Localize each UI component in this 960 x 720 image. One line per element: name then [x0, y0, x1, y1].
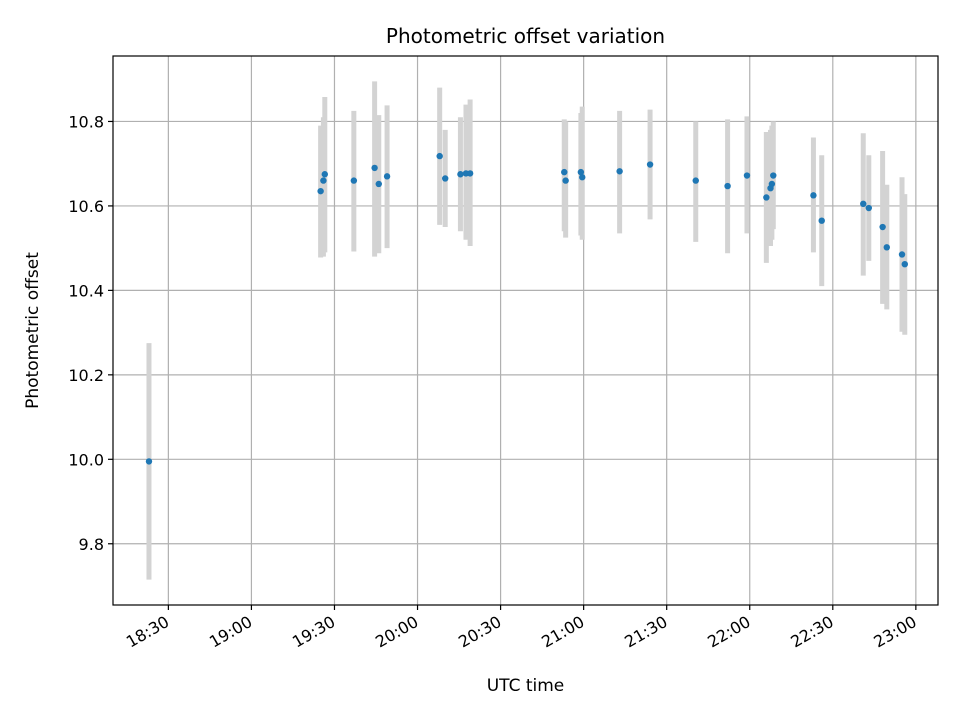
data-point: [865, 204, 872, 212]
data-point: [577, 168, 585, 176]
data-point: [692, 177, 699, 184]
data-point: [879, 223, 886, 231]
data-point: [646, 161, 654, 168]
x-tick-label: 19:30: [289, 612, 338, 652]
x-axis-title: UTC time: [487, 676, 565, 696]
y-tick-label: 10.2: [68, 366, 104, 385]
x-tick-label: 22:00: [704, 612, 753, 652]
chart-title: Photometric offset variation: [386, 24, 665, 48]
data-point: [770, 172, 777, 179]
data-point: [579, 174, 586, 181]
x-tick-label: 18:30: [123, 612, 172, 652]
data-point: [375, 180, 382, 188]
data-point: [457, 171, 464, 178]
data-point: [383, 173, 391, 180]
data-point: [743, 172, 751, 179]
data-point: [466, 170, 474, 177]
y-tick-label: 10.4: [68, 281, 104, 300]
x-tick-label: 20:30: [455, 612, 504, 652]
x-tick-label: 22:30: [787, 612, 836, 652]
data-point: [320, 177, 327, 184]
x-tick-label: 21:30: [621, 612, 670, 652]
y-tick-label: 10.8: [68, 112, 104, 131]
error-bars: [146, 81, 908, 580]
x-axis-ticks: 18:30 19:00 19:30 20:00 20:30 21:00 21:30 22:00…: [123, 605, 920, 652]
data-point: [898, 251, 906, 258]
data-point: [562, 177, 569, 184]
y-tick-label: 10.6: [68, 197, 104, 216]
y-tick-label: 10.0: [68, 450, 104, 469]
data-points: [145, 152, 908, 465]
y-axis-title: Photometric offset: [23, 252, 43, 409]
data-point: [436, 152, 443, 160]
data-point: [724, 182, 731, 190]
data-point: [561, 168, 568, 176]
data-point: [371, 164, 378, 172]
data-point: [860, 200, 867, 208]
data-point: [616, 168, 623, 175]
data-point: [768, 180, 776, 188]
x-tick-label: 23:00: [870, 612, 919, 652]
data-point: [317, 187, 324, 195]
x-tick-label: 19:00: [206, 612, 255, 652]
x-tick-label: 20:00: [372, 612, 421, 652]
x-tick-label: 21:00: [538, 612, 587, 652]
y-tick-label: 9.8: [79, 535, 104, 554]
data-point: [810, 192, 817, 199]
data-point: [763, 194, 770, 201]
data-point: [883, 244, 890, 251]
plot-frame: [112, 55, 939, 606]
data-point: [901, 260, 908, 268]
data-point: [442, 175, 449, 182]
data-point: [350, 177, 358, 184]
data-point: [818, 217, 825, 224]
data-point: [145, 458, 153, 465]
y-axis-ticks: 9.8 10.0 10.2 10.4 10.6 10.8: [68, 112, 113, 554]
data-point: [321, 171, 328, 178]
